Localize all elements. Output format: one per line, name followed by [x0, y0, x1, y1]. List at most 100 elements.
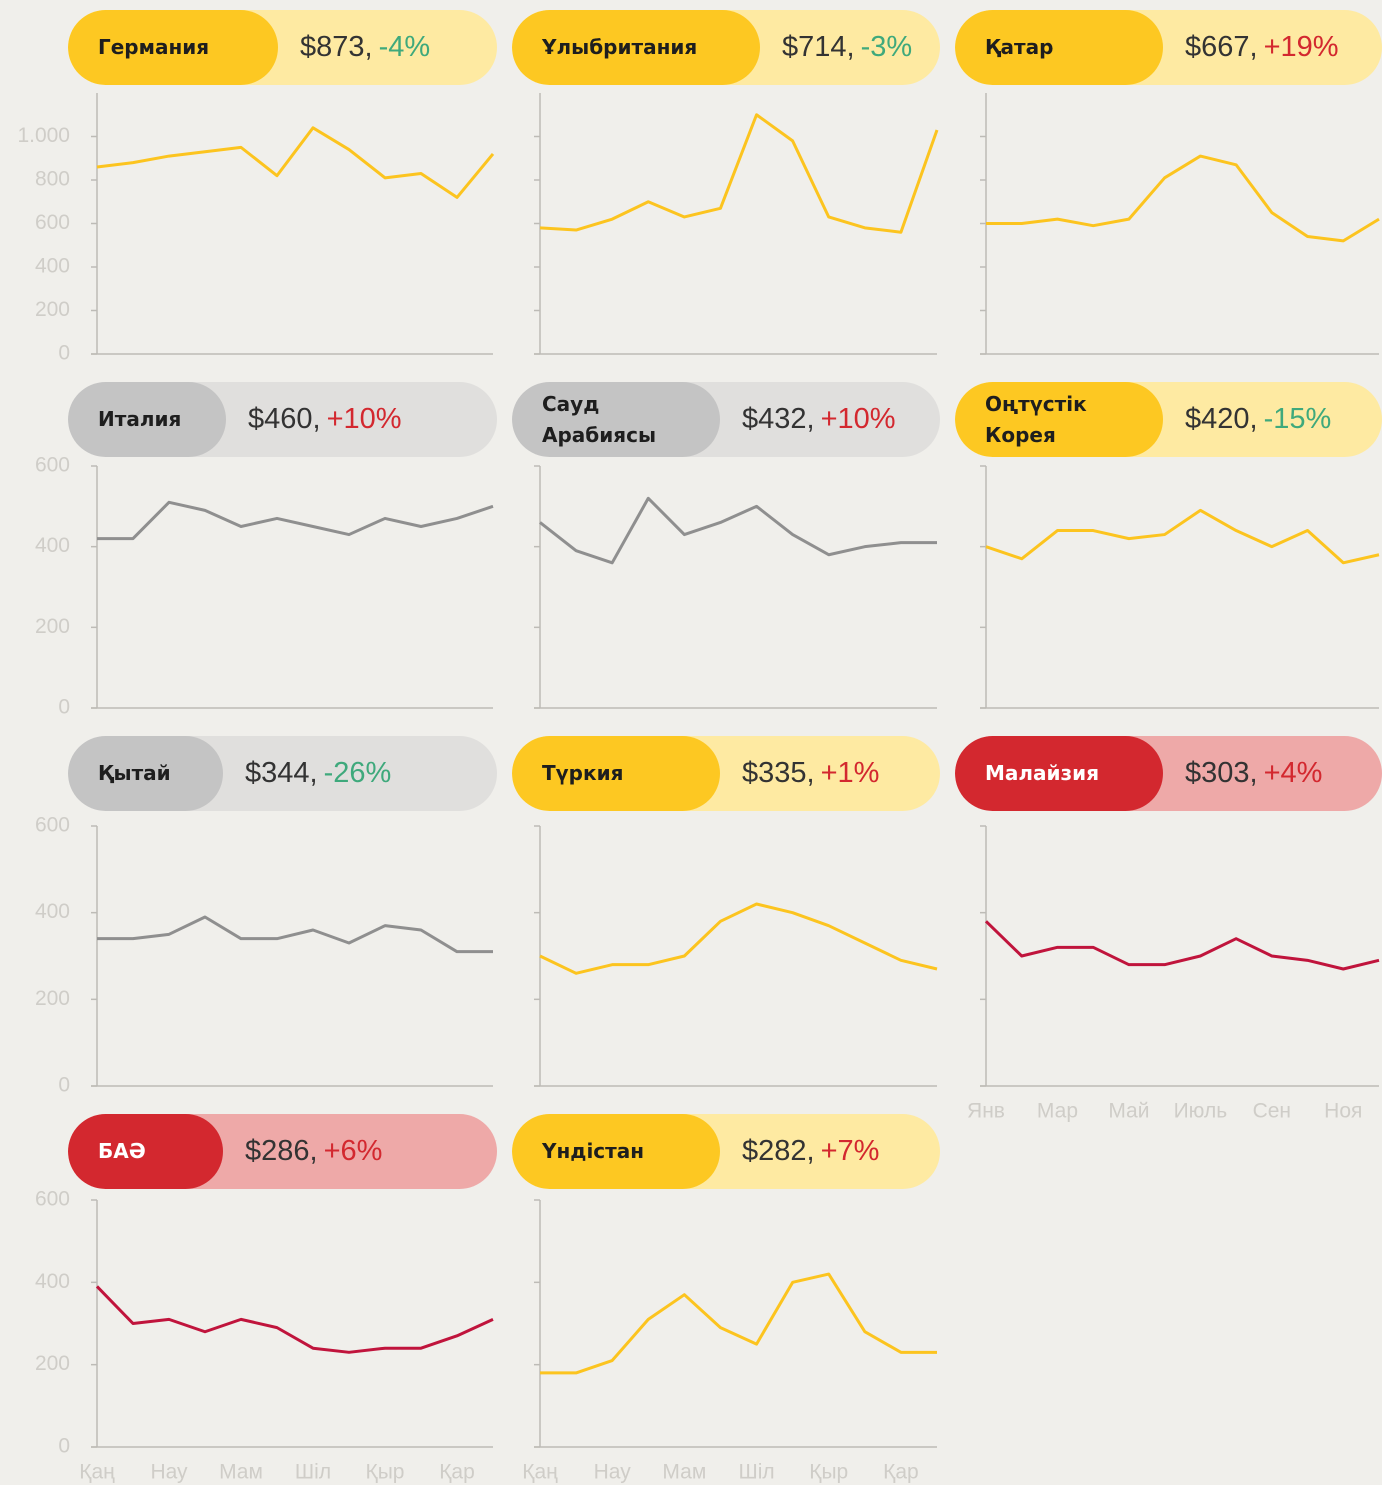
x-tick-label: Май: [1108, 1100, 1149, 1123]
y-tick-label: 400: [35, 255, 70, 278]
x-tick-label: Янв: [967, 1100, 1005, 1123]
country-header: Үндістан $282, +7%: [512, 1114, 940, 1189]
country-header: Оңтүстік Корея $420, -15%: [955, 382, 1382, 457]
data-line: [986, 154, 1380, 243]
country-name: Қатар: [955, 10, 1163, 85]
y-tick-label: 0: [58, 342, 70, 365]
y-tick-label: 600: [35, 211, 70, 234]
country-header: Ұлыбритания $714, -3%: [512, 10, 940, 85]
y-tick-label: 200: [35, 298, 70, 321]
data-line: [97, 500, 494, 541]
data-line: [539, 113, 939, 234]
country-header: Қатар $667, +19%: [955, 10, 1382, 85]
y-tick-label: 0: [58, 1435, 70, 1458]
price-change: +7%: [820, 1135, 880, 1167]
x-tick-label: Шіл: [738, 1461, 774, 1484]
price-change: +1%: [820, 757, 880, 789]
price: $282,: [742, 1135, 815, 1167]
price-value: $286, +6%: [223, 1135, 382, 1168]
y-tick-label: 400: [35, 900, 70, 923]
country-name: Үндістан: [512, 1114, 720, 1189]
price-change: +4%: [1263, 757, 1323, 789]
x-tick-label: Нау: [594, 1461, 632, 1484]
price-value: $303, +4%: [1163, 757, 1322, 790]
price: $420,: [1185, 403, 1258, 435]
x-tick-label: Қар: [883, 1461, 919, 1484]
y-tick-label: 200: [35, 987, 70, 1010]
data-line: [97, 915, 493, 954]
country-header: Түркия $335, +1%: [512, 736, 940, 811]
price-change: +19%: [1263, 31, 1339, 63]
y-tick-label: 200: [35, 1352, 70, 1375]
country-header: БАӘ $286, +6%: [68, 1114, 497, 1189]
x-tick-label: Мам: [662, 1461, 706, 1484]
country-header: Германия $873, -4%: [68, 10, 497, 85]
x-tick-label: Қыр: [809, 1461, 848, 1484]
y-tick-label: 0: [58, 696, 70, 719]
x-tick-label: Мам: [219, 1461, 263, 1484]
price-change: -3%: [860, 31, 913, 63]
price: $344,: [245, 757, 318, 789]
x-tick-label: Қаң: [79, 1461, 115, 1484]
price-value: $873, -4%: [278, 31, 430, 64]
price: $873,: [300, 31, 373, 63]
price: $460,: [248, 403, 321, 435]
data-line: [985, 508, 1380, 565]
y-tick-label: 600: [35, 814, 70, 837]
country-name: Қытай: [68, 736, 223, 811]
x-tick-label: Сен: [1253, 1100, 1291, 1123]
price-change: -15%: [1263, 403, 1332, 435]
country-header: Италия $460, +10%: [68, 382, 497, 457]
country-name: Оңтүстік Корея: [955, 382, 1163, 457]
country-name: Германия: [68, 10, 278, 85]
country-header: Сауд Арабиясы $432, +10%: [512, 382, 940, 457]
price-value: $335, +1%: [720, 757, 879, 790]
data-line: [540, 1272, 937, 1375]
price: $714,: [782, 31, 855, 63]
price-change: +6%: [323, 1135, 383, 1167]
country-header: Малайзия $303, +4%: [955, 736, 1382, 811]
x-tick-label: Нау: [150, 1461, 188, 1484]
price-value: $420, -15%: [1163, 403, 1331, 436]
country-name: Түркия: [512, 736, 720, 811]
country-name: Малайзия: [955, 736, 1163, 811]
price-change: -26%: [323, 757, 392, 789]
y-tick-label: 800: [35, 168, 70, 191]
price: $335,: [742, 757, 815, 789]
country-name: Италия: [68, 382, 226, 457]
data-line: [984, 920, 1380, 971]
price: $303,: [1185, 757, 1258, 789]
country-name: БАӘ: [68, 1114, 223, 1189]
y-tick-label: 200: [35, 615, 70, 638]
data-line: [96, 126, 495, 199]
x-tick-label: Қыр: [365, 1461, 404, 1484]
price-value: $282, +7%: [720, 1135, 879, 1168]
country-name: Сауд Арабиясы: [512, 382, 720, 457]
y-tick-label: 400: [35, 534, 70, 557]
price-value: $432, +10%: [720, 403, 896, 436]
x-tick-label: Қаң: [522, 1461, 558, 1484]
data-line: [539, 496, 937, 565]
data-line: [539, 902, 938, 975]
y-tick-label: 600: [35, 454, 70, 477]
price: $286,: [245, 1135, 318, 1167]
y-tick-label: 1.000: [17, 124, 70, 147]
y-tick-label: 400: [35, 1270, 70, 1293]
price-value: $714, -3%: [760, 31, 912, 64]
x-tick-label: Мар: [1037, 1100, 1078, 1123]
price-value: $460, +10%: [226, 403, 402, 436]
data-line: [95, 1285, 494, 1354]
y-tick-label: 600: [35, 1188, 70, 1211]
country-header: Қытай $344, -26%: [68, 736, 497, 811]
price-value: $667, +19%: [1163, 31, 1339, 64]
x-tick-label: Июль: [1174, 1100, 1228, 1123]
country-name: Ұлыбритания: [512, 10, 760, 85]
price-change: +10%: [820, 403, 896, 435]
x-tick-label: Қар: [439, 1461, 475, 1484]
x-tick-label: Ноя: [1324, 1100, 1362, 1123]
x-tick-label: Шіл: [295, 1461, 331, 1484]
price-change: +10%: [326, 403, 402, 435]
y-tick-label: 0: [58, 1074, 70, 1097]
